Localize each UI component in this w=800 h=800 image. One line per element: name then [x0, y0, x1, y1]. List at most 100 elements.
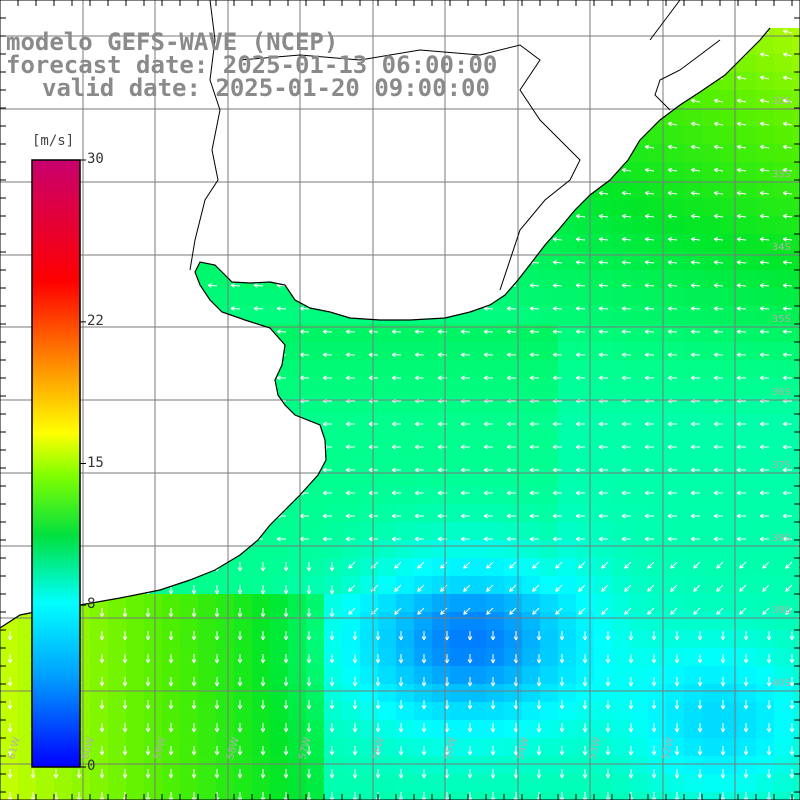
wind-arrow [0, 329, 11, 335]
wind-arrow [552, 213, 563, 219]
wind-arrow [306, 700, 312, 710]
wind-arrow [529, 98, 540, 104]
wind-arrow [348, 561, 356, 569]
wind-arrow [92, 444, 102, 450]
wind-arrow [115, 283, 126, 288]
wind-arrow [467, 700, 473, 710]
wind-arrow [7, 562, 13, 572]
wind-arrow [168, 631, 174, 641]
wind-arrow [7, 654, 13, 664]
wind-arrow [713, 513, 723, 519]
wind-arrow [782, 98, 793, 104]
wind-arrow [575, 490, 585, 496]
wind-arrow [207, 121, 218, 127]
wind-arrow [253, 237, 264, 242]
wind-arrow [759, 167, 770, 173]
wind-arrow [322, 490, 332, 496]
wind-arrow [674, 700, 680, 710]
wind-arrow [161, 144, 172, 150]
wind-arrow [559, 746, 565, 756]
wind-arrow [552, 75, 563, 81]
wind-arrow [622, 7, 631, 11]
wind-arrow [237, 654, 243, 664]
wind-arrow [506, 213, 517, 219]
wind-arrow [437, 121, 448, 127]
wind-arrow [437, 306, 448, 311]
wind-arrow [191, 631, 197, 641]
wind-arrow [575, 306, 586, 311]
wind-arrow [536, 654, 542, 664]
wind-arrow [184, 167, 195, 173]
wind-arrow [736, 306, 747, 311]
wind-arrow [644, 75, 655, 81]
wind-arrow [529, 144, 540, 150]
wind-arrow [345, 513, 355, 519]
wind-arrow [736, 167, 747, 173]
wind-arrow [529, 536, 539, 542]
wind-arrow [161, 306, 172, 311]
wind-arrow [559, 723, 565, 733]
wind-arrow [582, 700, 588, 710]
wind-arrow [739, 561, 747, 569]
wind-arrow [605, 746, 611, 756]
wind-arrow [207, 421, 217, 427]
wind-arrow [437, 237, 448, 242]
wind-arrow [529, 490, 539, 496]
wind-arrow [506, 75, 517, 81]
wind-arrow [605, 654, 611, 664]
wind-arrow [720, 631, 726, 641]
wind-arrow [184, 121, 195, 127]
wind-arrow [759, 444, 769, 450]
wind-arrow [628, 700, 634, 710]
wind-arrow [414, 536, 424, 542]
wind-arrow [348, 607, 356, 615]
wind-arrow [759, 52, 770, 57]
wind-arrow [253, 421, 263, 427]
wind-arrow [598, 421, 608, 427]
wind-arrow [53, 769, 59, 779]
wind-arrow [552, 306, 563, 311]
wind-arrow [161, 260, 172, 265]
wind-arrow [713, 144, 724, 150]
wind-arrow [743, 700, 749, 710]
wind-arrow [598, 167, 609, 173]
wind-arrow [421, 700, 427, 710]
wind-arrow [237, 769, 243, 779]
wind-arrow [375, 700, 381, 710]
wind-arrow [230, 329, 241, 335]
wind-arrow [578, 607, 586, 615]
wind-arrow [375, 746, 381, 756]
wind-arrow [644, 467, 654, 473]
wind-arrow [644, 513, 654, 519]
wind-arrow [670, 607, 678, 615]
wind-arrow [467, 723, 473, 733]
wind-arrow [260, 631, 266, 641]
wind-arrow [552, 52, 563, 57]
wind-arrow [693, 561, 701, 569]
wind-arrow [667, 213, 678, 219]
wind-arrow [552, 237, 563, 242]
wind-arrow [92, 237, 103, 242]
wind-arrow [509, 584, 517, 592]
wind-arrow [645, 7, 654, 11]
wind-arrow [230, 306, 241, 311]
wind-arrow [529, 352, 540, 358]
wind-arrow [306, 769, 312, 779]
wind-arrow [115, 121, 126, 127]
wind-arrow [230, 352, 241, 358]
wind-arrow [122, 631, 128, 641]
wind-arrow [161, 467, 171, 473]
wind-arrow [621, 52, 632, 57]
wind-arrow [47, 7, 56, 11]
wind-arrow [598, 513, 608, 519]
wind-arrow [559, 631, 565, 641]
wind-arrow [644, 421, 654, 427]
wind-arrow [555, 561, 563, 569]
wind-arrow [191, 585, 197, 595]
wind-arrow [184, 375, 195, 381]
wind-arrow [253, 306, 264, 311]
wind-arrow [391, 421, 401, 427]
wind-arrow [674, 631, 680, 641]
wind-arrow [161, 375, 172, 381]
